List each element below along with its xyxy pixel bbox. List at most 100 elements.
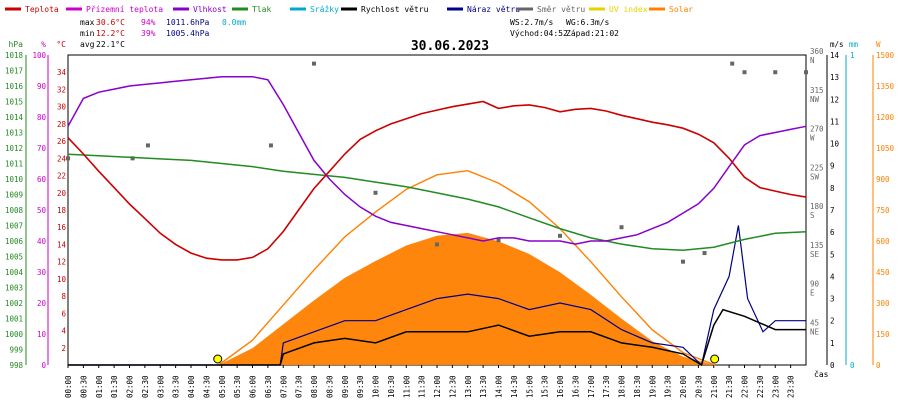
w-axis-tick: 0: [876, 361, 881, 370]
temp-axis-tick: 4: [61, 327, 66, 336]
x-tick-label: 09:00: [341, 375, 350, 398]
ms-axis-unit: m/s: [830, 40, 844, 49]
hpa-axis-tick: 1005: [5, 253, 23, 262]
legend-label: Směr větru: [537, 5, 585, 14]
wind-gust-line: [68, 225, 806, 367]
x-tick-label: 16:00: [556, 375, 565, 398]
x-tick-label: 07:00: [279, 375, 288, 398]
w-axis-tick: 750: [876, 206, 890, 215]
temperature-line: [67, 100, 807, 261]
stat-min: 1005.4hPa: [166, 29, 210, 38]
x-tick-label: 17:00: [587, 375, 596, 398]
hpa-axis-tick: 1014: [5, 113, 24, 122]
wind-direction-point: [730, 61, 735, 66]
stat-max: 0.0mm: [222, 18, 246, 27]
stat-min: 12.2°C: [96, 29, 125, 38]
hpa-axis-tick: 1011: [5, 160, 23, 169]
hpa-axis-tick: 1006: [5, 237, 24, 246]
wind-direction-point: [130, 156, 135, 161]
solar-curve: [218, 170, 716, 366]
stat-max: 94%: [141, 18, 156, 27]
w-axis-tick: 1500: [876, 51, 895, 60]
legend-label: Solar: [669, 5, 693, 14]
x-tick-label: 03:00: [156, 375, 165, 398]
wind-direction-point: [773, 70, 778, 75]
temp-axis-tick: 2: [61, 344, 66, 353]
humidity-axis-tick: 60: [37, 175, 47, 184]
x-tick-label: 20:30: [694, 375, 703, 398]
stats-block: max 30.6°C 94% 1011.6hPa 0.0mm min 12.2°C 39% 10…: [80, 18, 619, 49]
x-tick-label: 11:00: [402, 375, 411, 398]
x-tick-label: 04:30: [202, 375, 211, 398]
mm-axis-tick: 0: [850, 361, 855, 370]
hpa-axis-tick: 1001: [5, 315, 23, 324]
hpa-axis-tick: 1012: [5, 144, 23, 153]
humidity-axis-tick: 40: [37, 237, 47, 246]
dir-tick-deg: 225: [810, 163, 824, 172]
x-tick-label: 13:00: [464, 375, 473, 398]
temp-axis-tick: 8: [61, 292, 66, 301]
x-tick-label: 08:00: [310, 375, 319, 398]
humidity-axis-tick: 100: [32, 51, 46, 60]
ms-axis-tick: 11: [830, 117, 839, 126]
wind-direction-point: [702, 251, 707, 256]
dir-tick-deg: 135: [810, 241, 824, 250]
ms-axis-tick: 9: [830, 162, 835, 171]
temp-axis-tick: 20: [57, 189, 67, 198]
x-tick-label: 12:00: [433, 375, 442, 398]
x-tick-label: 23:30: [787, 375, 796, 398]
wind-speed-line: [68, 308, 806, 367]
ms-axis-tick: 0: [830, 361, 835, 370]
dir-tick-name: W: [810, 134, 815, 143]
wind-direction-point: [435, 242, 439, 247]
hpa-axis-tick: 1015: [5, 98, 23, 107]
humidity-axis-tick: 90: [37, 82, 47, 91]
legend-label: Tlak: [252, 5, 271, 14]
temp-axis-unit: °C: [56, 40, 66, 49]
x-tick-label: 15:30: [541, 375, 550, 398]
hpa-axis-tick: 998: [9, 361, 23, 370]
w-axis-unit: W: [876, 40, 881, 49]
ms-axis-tick: 5: [830, 250, 835, 259]
hpa-axis-tick: 1009: [5, 191, 23, 200]
dir-tick-name: E: [810, 289, 815, 298]
wind-direction-point: [268, 143, 273, 148]
temp-axis-tick: 6: [61, 309, 66, 318]
dir-tick-deg: 360: [810, 47, 824, 56]
w-axis-tick: 1200: [876, 113, 895, 122]
temp-axis-tick: 28: [57, 120, 67, 129]
temp-axis-tick: 32: [57, 85, 66, 94]
x-tick-label: 11:30: [418, 375, 427, 398]
dir-tick-deg: 90: [810, 280, 820, 289]
hpa-axis-tick: 1000: [5, 330, 24, 339]
hpa-axis-tick: 1003: [5, 284, 23, 293]
temp-axis-tick: 18: [57, 206, 67, 215]
dir-tick-deg: 180: [810, 202, 824, 211]
wind-direction-point: [496, 238, 501, 243]
x-tick-label: 00:30: [79, 375, 88, 398]
wind-direction-point: [681, 259, 685, 264]
x-tick-label: 07:30: [295, 375, 304, 398]
x-tick-label: 06:30: [264, 375, 273, 398]
w-axis-tick: 1050: [876, 144, 895, 153]
x-tick-label: 19:00: [648, 375, 657, 398]
legend-label: Vlhkost: [193, 5, 227, 14]
ms-axis-tick: 6: [830, 228, 835, 237]
humidity-axis-tick: 20: [37, 299, 47, 308]
wind-direction-point: [619, 225, 624, 230]
x-tick-label: 21:30: [725, 375, 734, 398]
x-tick-label: 23:00: [771, 375, 780, 398]
time-axis-label: čas: [814, 369, 829, 379]
x-tick-label: 20:00: [679, 375, 688, 398]
w-axis-tick: 450: [876, 268, 890, 277]
x-tick-label: 17:30: [602, 375, 611, 398]
mm-axis-tick: 1: [850, 51, 855, 60]
x-tick-label: 14:00: [495, 375, 504, 398]
temp-axis-tick: 16: [57, 223, 67, 232]
ms-axis-tick: 13: [830, 73, 839, 82]
sunrise-marker: [213, 354, 223, 364]
x-tick-label: 08:30: [325, 375, 334, 398]
humidity-axis-tick: 70: [37, 144, 47, 153]
